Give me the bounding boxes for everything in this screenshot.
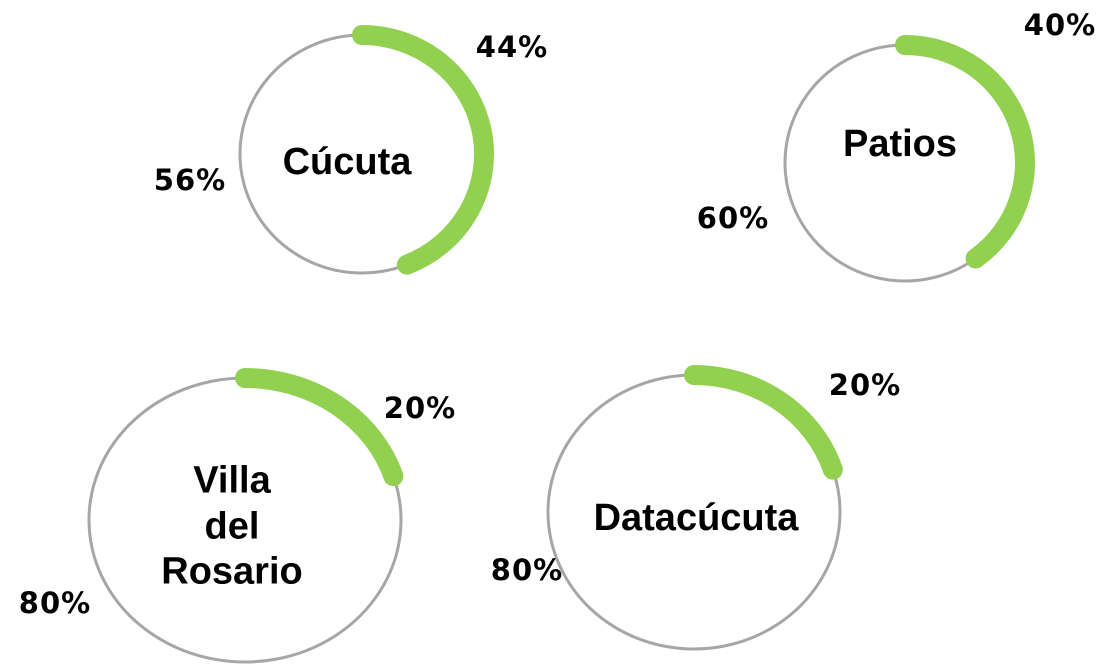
value-label: 80% [490,553,564,587]
gauge-title: Patios [842,123,958,166]
rest-arc [238,33,408,275]
value-label: 80% [18,586,92,620]
rest-arc [783,43,977,283]
value-label: 20% [383,391,457,425]
value-label: 56% [153,163,227,197]
gauge-title: Cúcuta [282,141,412,184]
value-label: 20% [828,368,902,402]
gauge-title: Datacúcuta [593,497,799,540]
highlight-arc [352,25,494,275]
rest-arc [546,373,842,651]
value-label: 44% [475,30,549,64]
highlight-arc [684,365,843,480]
rest-arc [87,376,403,664]
value-label: 60% [696,201,770,235]
highlight-arc [895,35,1035,269]
gauge-title: Villa del Rosario [161,459,303,593]
highlight-arc [235,368,404,487]
value-label: 40% [1023,8,1097,42]
